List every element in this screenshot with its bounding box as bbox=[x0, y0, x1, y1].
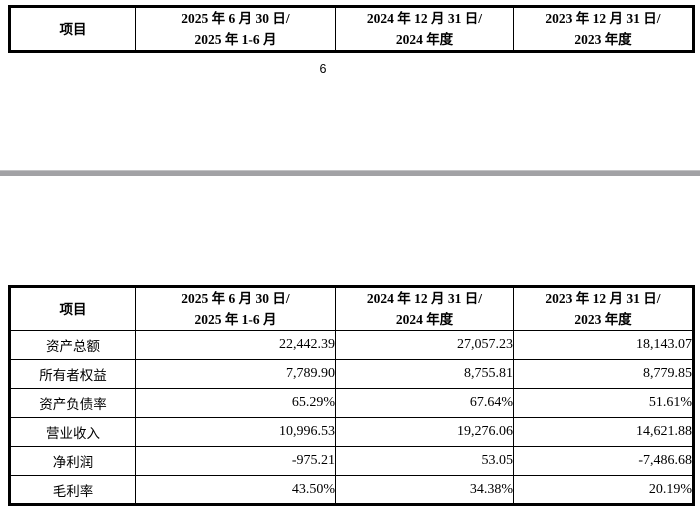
row-value: 65.29% bbox=[135, 388, 336, 418]
header-text: 2023 年 12 月 31 日/ bbox=[545, 11, 661, 26]
continued-header-item: 项目 bbox=[9, 6, 136, 52]
financial-header-2025: 2025 年 6 月 30 日/ 2025 年 1-6 月 bbox=[135, 286, 336, 331]
row-value: 27,057.23 bbox=[335, 330, 514, 360]
row-value: 14,621.88 bbox=[513, 417, 694, 447]
table-row-total-assets: 资产总额 22,442.39 27,057.23 18,143.07 bbox=[9, 330, 694, 360]
header-text: 2024 年 12 月 31 日/ bbox=[366, 291, 483, 306]
row-value: 20.19% bbox=[513, 475, 694, 505]
row-value: -7,486.68 bbox=[513, 446, 694, 476]
table-row-debt-ratio: 资产负债率 65.29% 67.64% 51.61% bbox=[9, 388, 694, 418]
row-value: 53.05 bbox=[335, 446, 514, 476]
header-text: 2025 年 6 月 30 日/ bbox=[181, 11, 290, 26]
continued-table-header-row: 项目 2025 年 6 月 30 日/ 2025 年 1-6 月 2024 年 … bbox=[9, 6, 694, 52]
financial-table-header-row: 项目 2025 年 6 月 30 日/ 2025 年 1-6 月 2024 年 … bbox=[9, 286, 694, 331]
header-text: 2024 年度 bbox=[395, 312, 454, 327]
continued-header-2025: 2025 年 6 月 30 日/ 2025 年 1-6 月 bbox=[135, 6, 336, 52]
financial-table: 项目 2025 年 6 月 30 日/ 2025 年 1-6 月 2024 年 … bbox=[8, 285, 695, 506]
row-label: 毛利率 bbox=[9, 475, 136, 505]
row-value: 10,996.53 bbox=[135, 417, 336, 447]
header-text: 2023 年度 bbox=[574, 312, 632, 327]
row-label: 所有者权益 bbox=[9, 359, 136, 389]
page-number: 6 bbox=[319, 62, 327, 76]
row-value: 19,276.06 bbox=[335, 417, 514, 447]
page-divider bbox=[0, 170, 700, 176]
header-text: 2025 年 6 月 30 日/ bbox=[181, 291, 290, 306]
financial-header-item: 项目 bbox=[9, 286, 136, 331]
row-value: -975.21 bbox=[135, 446, 336, 476]
row-label: 净利润 bbox=[9, 446, 136, 476]
table-row-owners-equity: 所有者权益 7,789.90 8,755.81 8,779.85 bbox=[9, 359, 694, 389]
continued-header-2023: 2023 年 12 月 31 日/ 2023 年度 bbox=[513, 6, 694, 52]
header-text: 2024 年 12 月 31 日/ bbox=[366, 11, 483, 26]
header-text: 2025 年 1-6 月 bbox=[194, 312, 277, 327]
row-label: 资产负债率 bbox=[9, 388, 136, 418]
continued-table: 项目 2025 年 6 月 30 日/ 2025 年 1-6 月 2024 年 … bbox=[8, 5, 695, 53]
row-value: 34.38% bbox=[335, 475, 514, 505]
continued-header-2024: 2024 年 12 月 31 日/ 2024 年度 bbox=[335, 6, 514, 52]
table-row-gross-margin: 毛利率 43.50% 34.38% 20.19% bbox=[9, 475, 694, 505]
row-label: 资产总额 bbox=[9, 330, 136, 360]
row-value: 8,755.81 bbox=[335, 359, 514, 389]
header-text: 2023 年 12 月 31 日/ bbox=[545, 291, 661, 306]
header-text: 2025 年 1-6 月 bbox=[194, 32, 277, 47]
row-value: 43.50% bbox=[135, 475, 336, 505]
table-row-revenue: 营业收入 10,996.53 19,276.06 14,621.88 bbox=[9, 417, 694, 447]
financial-header-2024: 2024 年 12 月 31 日/ 2024 年度 bbox=[335, 286, 514, 331]
row-label: 营业收入 bbox=[9, 417, 136, 447]
row-value: 7,789.90 bbox=[135, 359, 336, 389]
header-text: 项目 bbox=[59, 21, 87, 37]
row-value: 8,779.85 bbox=[513, 359, 694, 389]
row-value: 67.64% bbox=[335, 388, 514, 418]
row-value: 51.61% bbox=[513, 388, 694, 418]
financial-header-2023: 2023 年 12 月 31 日/ 2023 年度 bbox=[513, 286, 694, 331]
header-text: 项目 bbox=[59, 301, 87, 317]
header-text: 2023 年度 bbox=[574, 32, 632, 47]
header-text: 2024 年度 bbox=[395, 32, 454, 47]
table-row-net-profit: 净利润 -975.21 53.05 -7,486.68 bbox=[9, 446, 694, 476]
row-value: 18,143.07 bbox=[513, 330, 694, 360]
row-value: 22,442.39 bbox=[135, 330, 336, 360]
